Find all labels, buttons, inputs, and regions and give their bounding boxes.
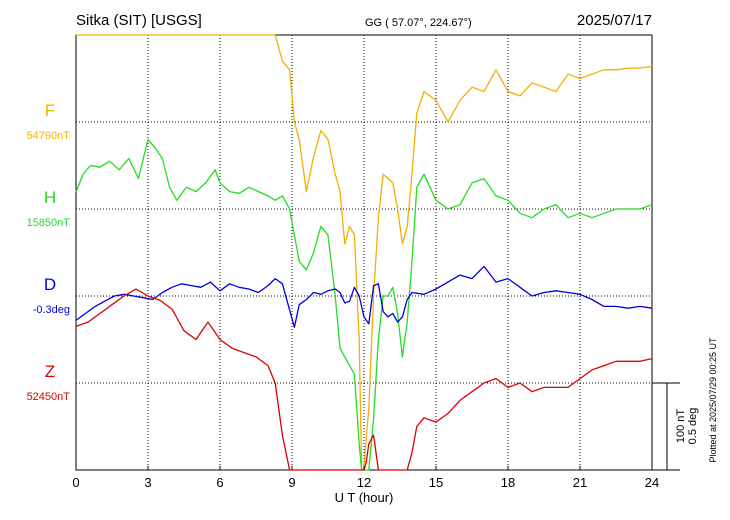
x-tick-label: 0	[72, 475, 79, 490]
plot-grid	[76, 35, 652, 470]
x-tick-label: 6	[216, 475, 223, 490]
series-name-Z: Z	[45, 362, 55, 381]
x-tick-label: 24	[645, 475, 659, 490]
series-line-F	[76, 34, 653, 471]
series-name-D: D	[44, 275, 56, 294]
series-baseline-F: 54790nT	[27, 130, 71, 142]
scale-deg-label: 0.5 deg	[687, 408, 699, 445]
x-tick-label: 18	[501, 475, 515, 490]
x-tick-label: 21	[573, 475, 587, 490]
x-tick-label: 3	[144, 475, 151, 490]
series-baseline-D: -0.3deg	[33, 304, 70, 316]
series-name-H: H	[44, 188, 56, 207]
series-layer	[75, 34, 653, 471]
station-title: Sitka (SIT) [USGS]	[76, 12, 202, 29]
coordinates-label: GG ( 57.07°, 224.67°)	[365, 17, 472, 29]
series-baseline-Z: 52450nT	[27, 391, 71, 403]
series-line-D	[75, 265, 653, 328]
series-line-H	[75, 138, 653, 471]
x-axis-label: U T (hour)	[335, 490, 394, 505]
x-tick-label: 12	[357, 475, 371, 490]
plotted-timestamp: Plotted at 2025/07/29 00:25 UT	[708, 337, 718, 463]
x-axis: 0 3 6 9 12 15 18 21 24	[72, 466, 659, 490]
date-label: 2025/07/17	[577, 12, 652, 29]
series-name-F: F	[45, 101, 55, 120]
series-line-Z	[75, 288, 653, 471]
x-tick-label: 9	[288, 475, 295, 490]
series-labels: F 54790nT H 15850nT D -0.3deg Z 52450nT	[27, 101, 71, 403]
scale-nt-label: 100 nT	[675, 409, 687, 444]
x-tick-label: 15	[429, 475, 443, 490]
series-baseline-H: 15850nT	[27, 217, 71, 229]
